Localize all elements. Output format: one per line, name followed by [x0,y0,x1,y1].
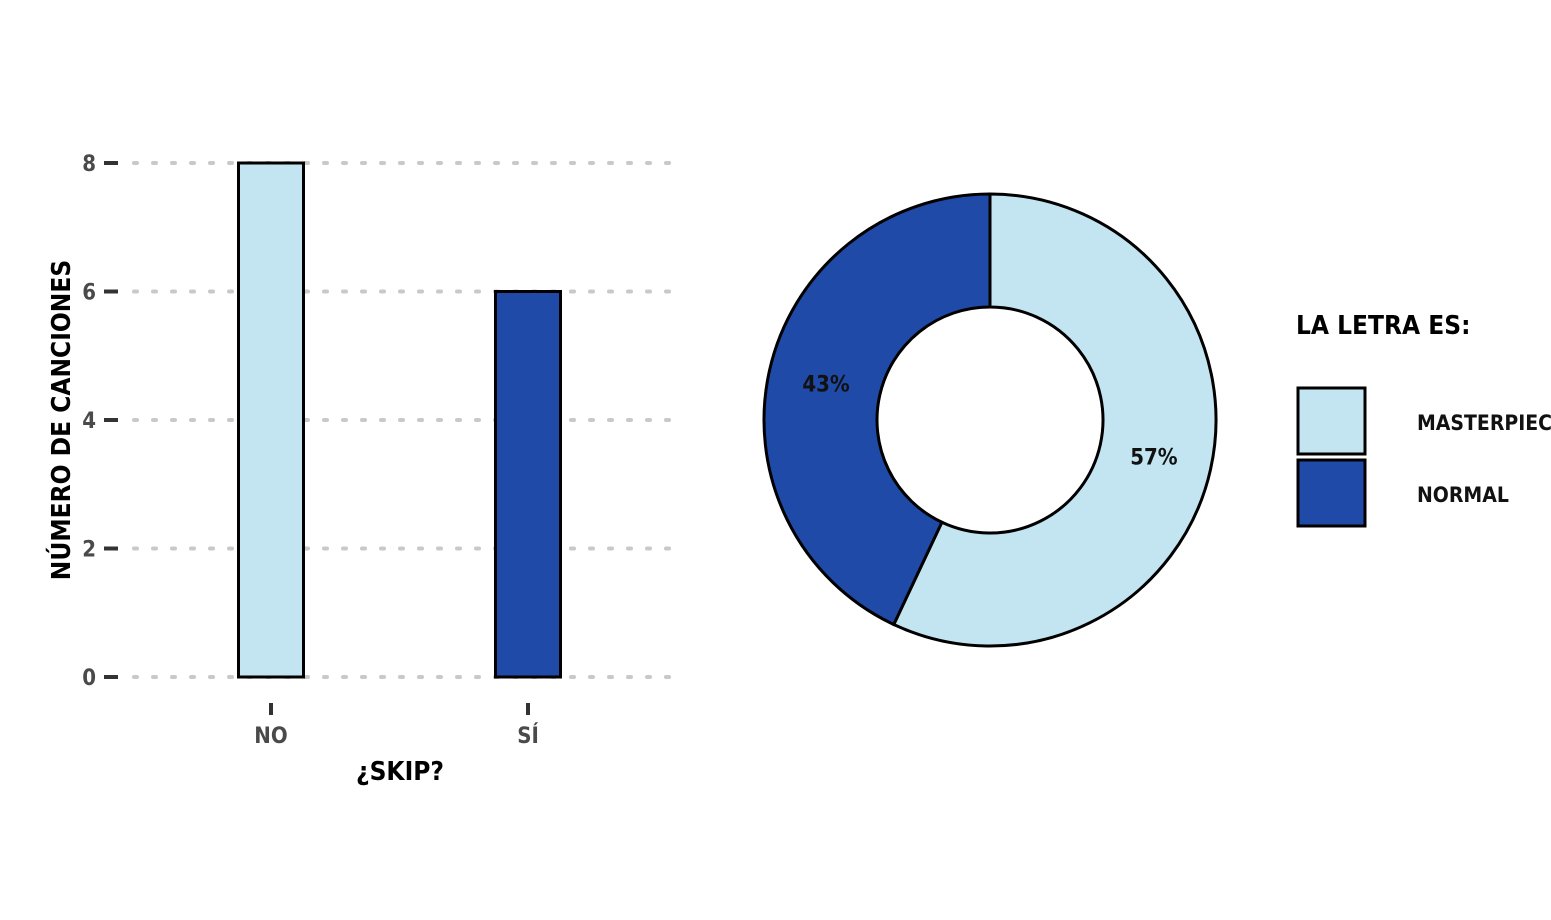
legend-label-normal: NORMAL [1417,483,1509,507]
bar-no [237,161,305,679]
y-axis-title: NÚMERO DE CANCIONES [45,260,77,580]
donut-label-masterpiece: 57% [1130,446,1178,471]
donut-label-normal: 43% [802,372,850,397]
y-tick-label: 0 [82,666,96,691]
donut-slice-masterpiece [891,192,1218,648]
legend-label-masterpiece: MASTERPIECE [1417,411,1551,435]
legend-title: LA LETRA ES: [1296,311,1470,341]
bar-sí [494,290,562,679]
bar-chart-gridlines [132,161,686,679]
y-tick-label: 6 [82,281,96,306]
legend-swatch-normal [1296,458,1367,528]
y-tick-label: 4 [82,409,96,434]
bar-chart-y-axis: 0 2 4 6 8 [82,152,118,691]
legend-swatch-masterpiece [1296,386,1367,456]
bar-chart: 0 2 4 6 8 NO SÍ ¿SKIP? NÚMERO DE CANCIONES [45,152,686,787]
x-axis-title: ¿SKIP? [356,757,444,787]
donut-chart: 57% 43% [762,192,1218,648]
legend-items: MASTERPIECE NORMAL [1296,386,1551,528]
bar-chart-bars [237,161,562,679]
x-tick-label: NO [254,724,287,749]
legend: LA LETRA ES: MASTERPIECE NORMAL [1296,311,1551,528]
y-tick-label: 8 [82,152,96,177]
x-tick-label: SÍ [517,723,539,749]
y-tick-label: 2 [82,538,96,563]
donut-slice-normal [762,192,992,627]
bar-chart-x-axis: NO SÍ [254,703,539,749]
